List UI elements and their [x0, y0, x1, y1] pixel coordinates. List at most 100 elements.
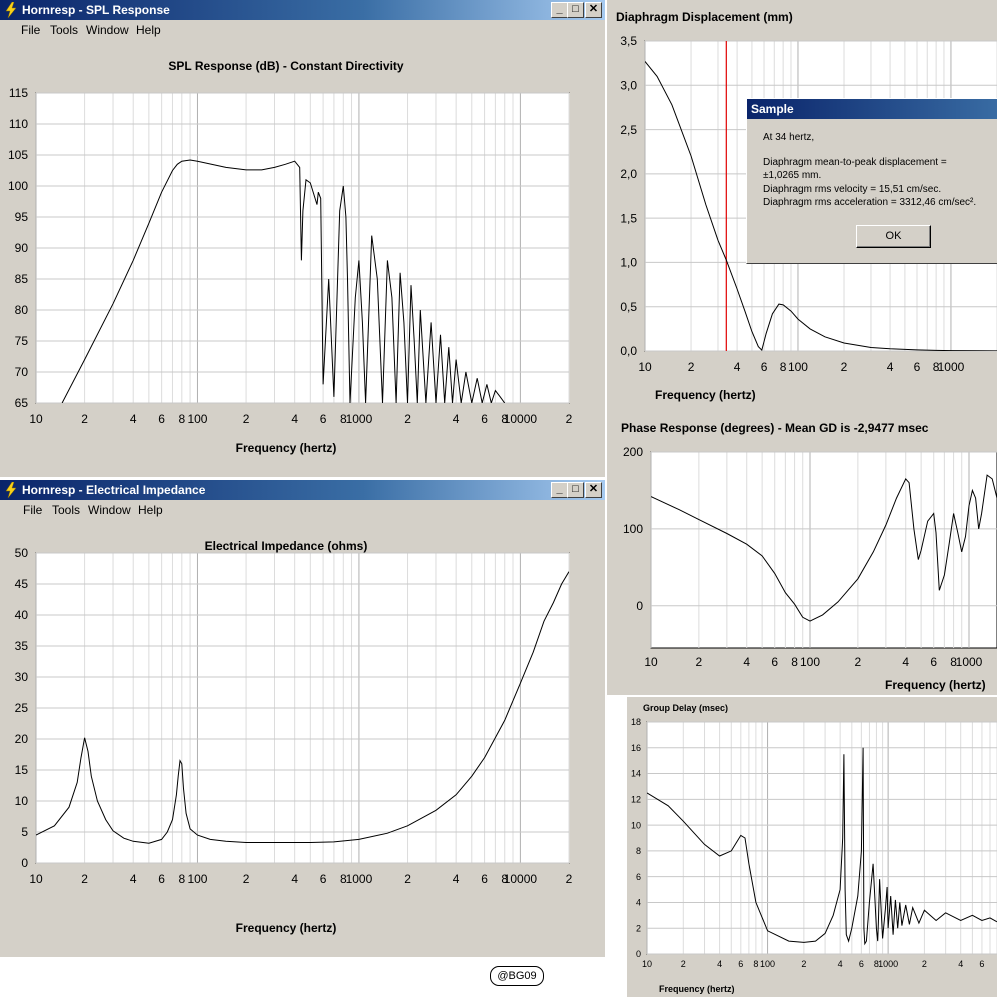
impedance-x-tick-label: 4	[291, 872, 298, 886]
spl-x-tick-label: 2	[81, 412, 88, 426]
displacement-series-line	[645, 61, 997, 351]
phase-x-tick-label: 2	[696, 655, 703, 669]
spl-y-tick-label: 75	[15, 334, 29, 348]
displacement-x-tick-label: 2	[841, 360, 848, 374]
spl-y-tick-label: 85	[15, 272, 29, 286]
impedance-x-tick-label: 4	[130, 872, 137, 886]
sample-dialog-title: Sample	[751, 102, 794, 116]
spl-chart-title: SPL Response (dB) - Constant Directivity	[168, 59, 403, 73]
impedance-window-titlebar[interactable]: Hornresp - Electrical Impedance _ □ ✕	[0, 480, 605, 500]
impedance-y-tick-label: 10	[15, 794, 29, 808]
displacement-y-tick-label: 0,5	[620, 300, 637, 314]
phase-x-tick-label: 1000	[956, 655, 983, 669]
menu-file[interactable]: File	[23, 503, 43, 517]
impedance-chart: Electrical Impedance (ohms) 504540353025…	[15, 539, 573, 935]
close-button[interactable]: ✕	[585, 2, 602, 18]
minimize-button[interactable]: _	[551, 482, 568, 498]
group_delay-plot-area	[646, 721, 997, 955]
impedance-y-tick-label: 30	[15, 670, 29, 684]
group_delay-x-tick-label: 6	[738, 959, 743, 969]
menu-tools[interactable]: Tools	[52, 503, 81, 517]
phase-x-tick-label: 8	[791, 655, 798, 669]
displacement-x-tick-label: 1000	[938, 360, 965, 374]
spl-x-tick-label: 100	[187, 412, 207, 426]
menu-window[interactable]: Window	[86, 23, 129, 37]
phase-plot-area	[650, 451, 997, 649]
displacement-y-tick-label: 0,0	[620, 344, 637, 358]
displacement-y-tick-label: 3,5	[620, 34, 637, 48]
impedance-x-tick-label: 6	[481, 872, 488, 886]
displacement-y-tick-label: 1,0	[620, 256, 637, 270]
lightning-icon	[5, 2, 17, 18]
spl-x-tick-label: 8	[340, 412, 347, 426]
impedance-y-tick-label: 45	[15, 577, 29, 591]
group_delay-x-tick-label: 2	[801, 959, 806, 969]
displacement-x-tick-label: 6	[914, 360, 921, 374]
menu-file[interactable]: File	[21, 23, 41, 37]
impedance-x-tick-label: 1000	[346, 872, 373, 886]
group_delay-x-tick-label: 2	[681, 959, 686, 969]
displacement-x-tick-label: 2	[688, 360, 695, 374]
spl-x-tick-label: 10000	[504, 412, 538, 426]
spl-x-tick-label: 6	[481, 412, 488, 426]
impedance-x-tick-label: 4	[453, 872, 460, 886]
group-delay-x-axis-label: Frequency (hertz)	[659, 984, 735, 994]
menu-tools[interactable]: Tools	[50, 23, 79, 37]
menu-window[interactable]: Window	[88, 503, 131, 517]
spl-window-titlebar[interactable]: Hornresp - SPL Response _ □ ✕	[0, 0, 605, 20]
displacement-x-tick-label: 4	[734, 360, 741, 374]
impedance-x-tick-label: 8	[178, 872, 185, 886]
phase-x-tick-label: 2	[855, 655, 862, 669]
spl-x-tick-label: 6	[158, 412, 165, 426]
spl-x-tick-label: 2	[243, 412, 250, 426]
displacement-y-tick-label: 3,0	[620, 78, 637, 92]
spl-x-tick-label: 4	[291, 412, 298, 426]
sample-dialog-titlebar[interactable]: Sample	[747, 99, 997, 119]
group_delay-y-tick-label: 10	[631, 820, 641, 830]
group_delay-x-tick-label: 4	[838, 959, 843, 969]
displacement-x-tick-label: 8	[780, 360, 787, 374]
group_delay-y-tick-label: 18	[631, 717, 641, 727]
group_delay-x-tick-label: 4	[717, 959, 722, 969]
maximize-button[interactable]: □	[567, 2, 584, 18]
impedance-series-line	[36, 571, 569, 844]
phase-x-tick-label: 4	[902, 655, 909, 669]
impedance-y-tick-label: 35	[15, 639, 29, 653]
impedance-y-tick-label: 50	[15, 546, 29, 560]
spl-y-tick-label: 90	[15, 241, 29, 255]
close-button[interactable]: ✕	[585, 482, 602, 498]
ok-button[interactable]: OK	[856, 225, 931, 248]
impedance-x-tick-label: 100	[187, 872, 207, 886]
group_delay-series-line	[647, 747, 997, 946]
spl-x-axis-label: Frequency (hertz)	[236, 441, 337, 455]
impedance-x-tick-label: 6	[158, 872, 165, 886]
impedance-x-tick-label: 2	[404, 872, 411, 886]
impedance-y-tick-label: 0	[21, 856, 28, 870]
group_delay-y-tick-label: 6	[636, 872, 641, 882]
impedance-x-axis-label: Frequency (hertz)	[236, 921, 337, 935]
impedance-window: Hornresp - Electrical Impedance _ □ ✕ Fi…	[0, 480, 605, 957]
group_delay-y-tick-label: 4	[636, 898, 641, 908]
sample-dialog: Sample At 34 hertz, Diaphragm mean-to-pe…	[746, 98, 997, 264]
spl-y-tick-label: 70	[15, 365, 29, 379]
displacement-y-tick-label: 2,0	[620, 167, 637, 181]
minimize-button[interactable]: _	[551, 2, 568, 18]
displacement-x-tick-label: 8	[933, 360, 940, 374]
maximize-button[interactable]: □	[567, 482, 584, 498]
menu-help[interactable]: Help	[136, 23, 161, 37]
phase-y-tick-label: 100	[623, 522, 643, 536]
spl-menubar: File Tools Window Help	[0, 20, 605, 39]
impedance-y-tick-label: 5	[21, 825, 28, 839]
spl-series-line	[61, 159, 506, 403]
phase-y-tick-label: 200	[623, 445, 643, 459]
group_delay-x-tick-label: 6	[979, 959, 984, 969]
group_delay-y-tick-label: 8	[636, 846, 641, 856]
group-delay-chart-title: Group Delay (msec)	[643, 703, 728, 713]
spl-x-tick-label: 1000	[346, 412, 373, 426]
impedance-x-tick-label: 6	[320, 872, 327, 886]
spl-x-tick-label: 10	[29, 412, 43, 426]
sample-velocity-text: Diaphragm rms velocity = 15,51 cm/sec.	[763, 184, 942, 195]
menu-help[interactable]: Help	[138, 503, 163, 517]
group_delay-x-tick-label: 8	[753, 959, 758, 969]
